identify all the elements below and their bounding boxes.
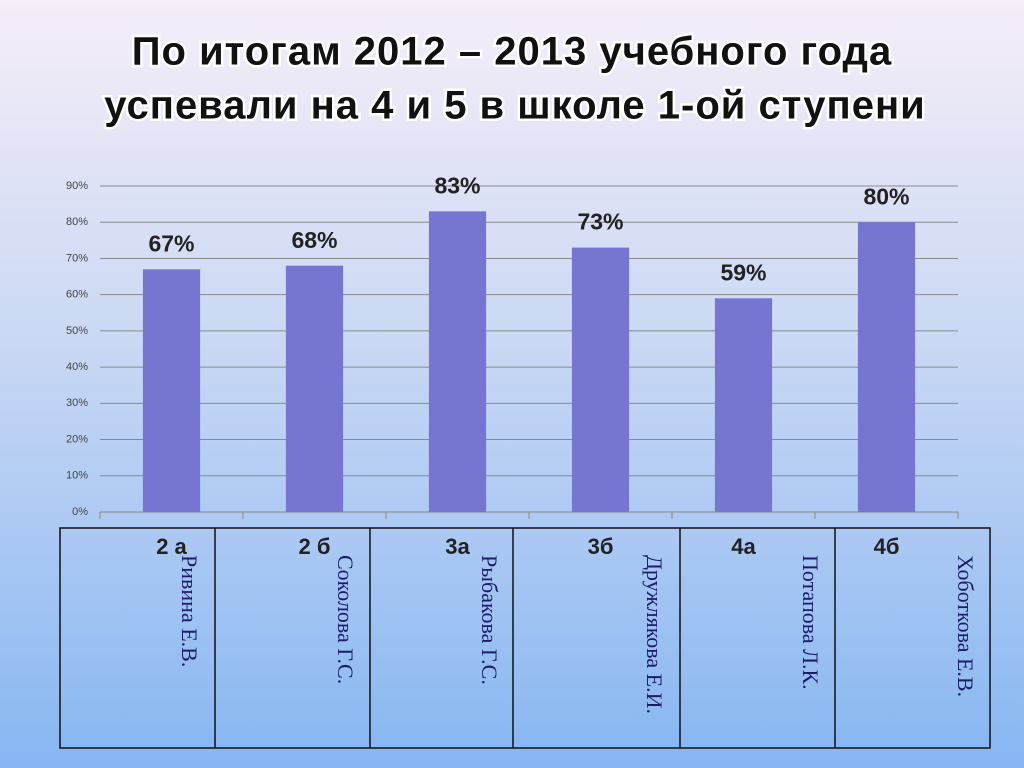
table-dividers [214, 528, 836, 748]
value-label: 67% [148, 230, 194, 256]
y-tick-label: 20% [66, 433, 88, 445]
y-tick-label: 0% [72, 506, 88, 518]
category-label: 4б [874, 534, 900, 559]
value-label: 83% [434, 172, 480, 198]
category-label: 2 б [299, 534, 331, 559]
y-tick-label: 80% [66, 216, 88, 228]
teacher-name: Хоботкова Е.В. [953, 555, 978, 697]
category-label: 3а [445, 534, 470, 559]
teacher-name: Рыбакова Г.С. [477, 555, 502, 685]
y-tick-label: 90% [66, 180, 88, 192]
bar [571, 247, 630, 513]
value-label: 80% [863, 183, 909, 209]
bar [285, 265, 344, 512]
table-border [59, 527, 991, 749]
teacher-name: Потапова Л.К. [798, 555, 823, 690]
value-label: 68% [291, 227, 337, 253]
chart-title: По итогам 2012 – 2013 учебного года [132, 30, 892, 74]
teacher-name: Дружлякова Е.И. [642, 555, 667, 714]
bar [714, 298, 773, 512]
y-tick-label: 10% [66, 470, 88, 482]
category-label: 4а [731, 534, 756, 559]
value-label: 59% [720, 259, 766, 285]
category-label: 2 а [156, 534, 187, 559]
y-tick-label: 60% [66, 289, 88, 301]
y-tick-label: 70% [66, 252, 88, 264]
chart-title: успевали на 4 и 5 в школе 1-ой ступени [104, 84, 925, 128]
y-tick-label: 50% [66, 325, 88, 337]
value-label: 73% [577, 209, 623, 235]
bar [857, 222, 916, 512]
y-tick-label: 30% [66, 397, 88, 409]
category-label: 3б [588, 534, 614, 559]
bar [142, 269, 201, 512]
teacher-name: Ривина Е.В. [177, 555, 202, 667]
bar [428, 211, 487, 512]
y-tick-label: 40% [66, 361, 88, 373]
teacher-name: Соколова Г.С. [333, 555, 358, 684]
